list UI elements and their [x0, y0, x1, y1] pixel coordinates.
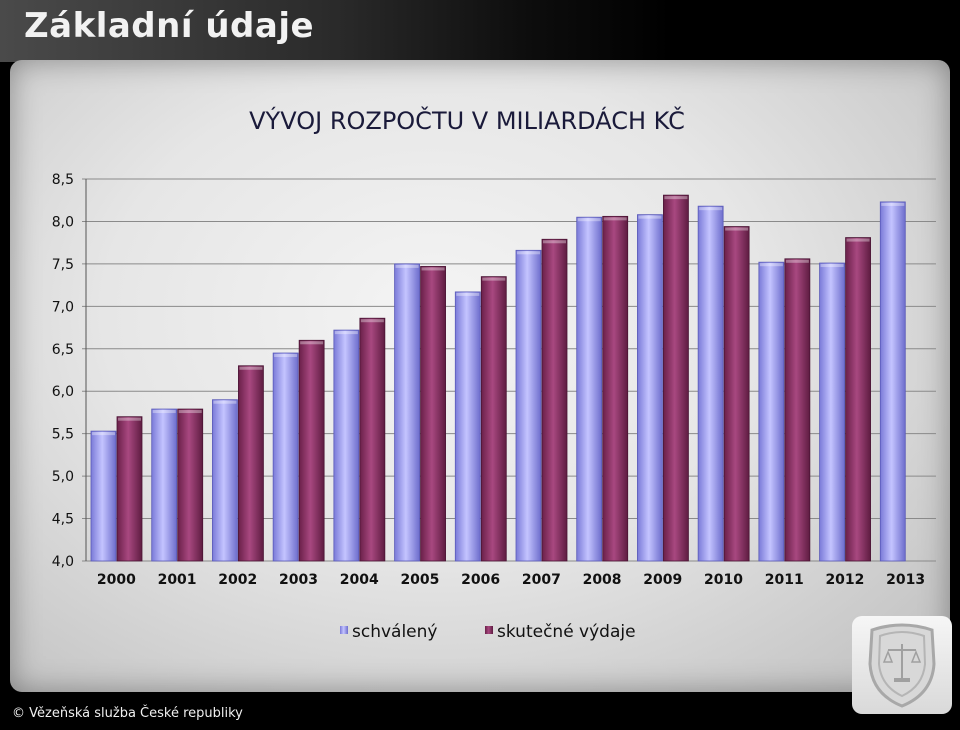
bar-skutecne-vydaje: [663, 194, 689, 562]
x-tick-label: 2006: [461, 572, 500, 588]
bar-skutecne-vydaje-highlight: [421, 267, 445, 271]
bar-schvaleny-highlight: [92, 432, 115, 436]
bar-schvaleny-highlight: [456, 292, 480, 296]
x-tick-label: 2009: [643, 572, 682, 588]
bar-schvaleny-highlight: [820, 264, 844, 268]
bar-schvaleny: [90, 430, 117, 562]
x-tick-label: 2001: [158, 572, 197, 588]
x-tick-label: 2005: [400, 572, 439, 588]
bar-schvaleny-highlight: [334, 331, 358, 335]
y-tick-label: 6,0: [52, 384, 74, 400]
x-tick-label: 2002: [218, 572, 257, 588]
bar-skutecne-vydaje: [784, 258, 811, 562]
bar-skutecne-vydaje: [602, 215, 629, 562]
page-title: Základní údaje: [24, 6, 315, 46]
y-tick-label: 8,5: [52, 172, 74, 188]
bar-skutecne-vydaje: [177, 408, 204, 562]
bar-skutecne-vydaje: [359, 317, 386, 562]
bar-schvaleny: [454, 291, 481, 562]
y-tick-label: 7,5: [52, 257, 74, 273]
bar-schvaleny-highlight: [517, 251, 540, 255]
bar-skutecne-vydaje: [420, 266, 446, 562]
x-tick-label: 2003: [279, 572, 318, 588]
bar-schvaleny: [879, 201, 906, 562]
bar-schvaleny: [515, 249, 542, 562]
bar-schvaleny-highlight: [577, 218, 601, 222]
bar-schvaleny-highlight: [152, 410, 176, 414]
bar-skutecne-vydaje: [845, 237, 871, 562]
bar-skutecne-vydaje-highlight: [543, 240, 566, 244]
y-tick-label: 6,5: [52, 342, 74, 358]
bar-skutecne-vydaje-highlight: [725, 227, 749, 231]
x-tick-label: 2013: [886, 572, 925, 588]
legend-label-schvaleny: schválený: [352, 622, 437, 642]
y-tick-label: 7,0: [52, 299, 74, 315]
legend-label-vydaje: skutečné výdaje: [497, 622, 636, 642]
bar-schvaleny: [151, 408, 178, 562]
y-tick-label: 5,5: [52, 427, 74, 443]
bar-skutecne-vydaje-highlight: [482, 277, 506, 281]
bar-schvaleny: [697, 205, 724, 562]
header-bar: Základní údaje: [0, 0, 960, 62]
bar-schvaleny: [758, 261, 785, 562]
bar-schvaleny: [819, 262, 845, 562]
x-tick-label: 2012: [825, 572, 864, 588]
x-tick-label: 2010: [704, 572, 743, 588]
prison-service-emblem: [852, 616, 952, 714]
bar-schvaleny-highlight: [881, 202, 905, 206]
legend-swatch-vydaje: [485, 626, 493, 634]
y-tick-label: 5,0: [52, 469, 74, 485]
bar-skutecne-vydaje: [480, 276, 507, 562]
bar-skutecne-vydaje: [116, 416, 143, 562]
x-tick-label: 2007: [522, 572, 561, 588]
bar-schvaleny-highlight: [395, 264, 419, 268]
bar-skutecne-vydaje-highlight: [664, 196, 688, 200]
bar-schvaleny-highlight: [759, 263, 783, 267]
bar-schvaleny: [637, 214, 663, 562]
bar-skutecne-vydaje: [298, 339, 325, 562]
bar-skutecne-vydaje: [541, 238, 568, 562]
bar-schvaleny-highlight: [274, 354, 298, 358]
bar-skutecne-vydaje-highlight: [178, 410, 202, 414]
bar-skutecne-vydaje-highlight: [360, 319, 384, 323]
bar-skutecne-vydaje: [238, 365, 264, 562]
bar-schvaleny: [272, 352, 299, 562]
bar-skutecne-vydaje-highlight: [603, 217, 627, 221]
legend-swatch-schvaleny: [340, 626, 348, 634]
bar-schvaleny-highlight: [213, 400, 237, 404]
bar-schvaleny-highlight: [638, 215, 662, 219]
x-tick-label: 2000: [97, 572, 136, 588]
bar-schvaleny-highlight: [699, 207, 723, 211]
bar-skutecne-vydaje-highlight: [785, 259, 809, 263]
chart-title: VÝVOJ ROZPOČTU V MILIARDÁCH KČ: [249, 105, 685, 135]
bar-schvaleny: [576, 216, 603, 562]
x-tick-label: 2004: [340, 572, 379, 588]
bar-schvaleny: [212, 399, 238, 562]
x-tick-label: 2011: [765, 572, 804, 588]
bar-skutecne-vydaje-highlight: [118, 417, 141, 421]
y-tick-label: 4,5: [52, 512, 74, 528]
x-tick-label: 2008: [583, 572, 622, 588]
y-tick-label: 8,0: [52, 214, 74, 230]
bar-schvaleny: [394, 263, 420, 562]
bar-skutecne-vydaje-highlight: [300, 341, 324, 345]
bar-skutecne-vydaje: [723, 226, 750, 562]
y-tick-label: 4,0: [52, 554, 74, 570]
bar-skutecne-vydaje-highlight: [239, 366, 263, 370]
copyright-footer: © Vězeňská služba České republiky: [12, 706, 243, 721]
bar-schvaleny: [333, 329, 360, 562]
bar-skutecne-vydaje-highlight: [846, 238, 870, 242]
